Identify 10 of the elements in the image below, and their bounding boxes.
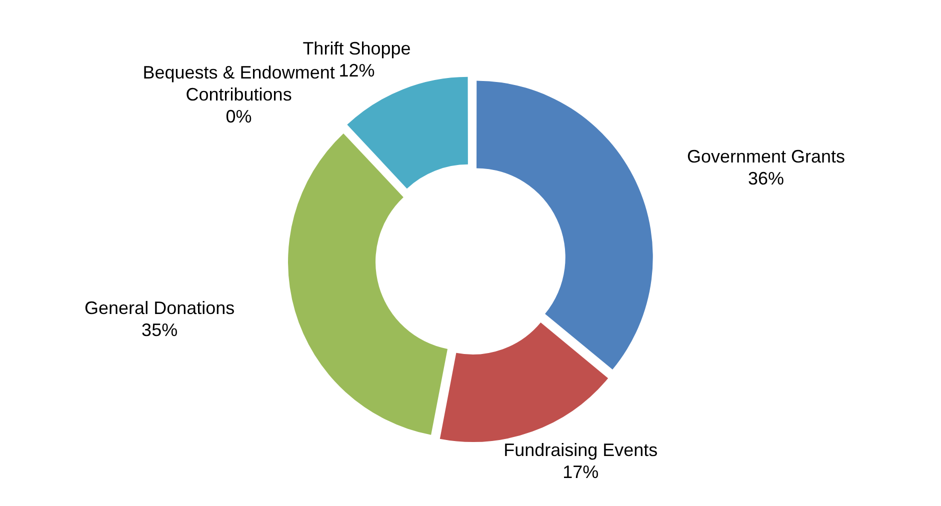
text: 0% — [226, 106, 252, 127]
category-label: Bequests & Endowment Contributions — [142, 62, 335, 105]
data-label: 35% — [142, 320, 178, 340]
slice-label: Fundraising Events — [504, 440, 658, 460]
slice-label: General Donations — [84, 298, 235, 318]
data-label: 12% — [338, 60, 375, 81]
slice-label: Government Grants — [686, 146, 846, 167]
data-label: 36% — [748, 168, 784, 189]
slice-label: Thrift Shoppe — [302, 38, 411, 59]
data-label: 17% — [562, 462, 599, 482]
